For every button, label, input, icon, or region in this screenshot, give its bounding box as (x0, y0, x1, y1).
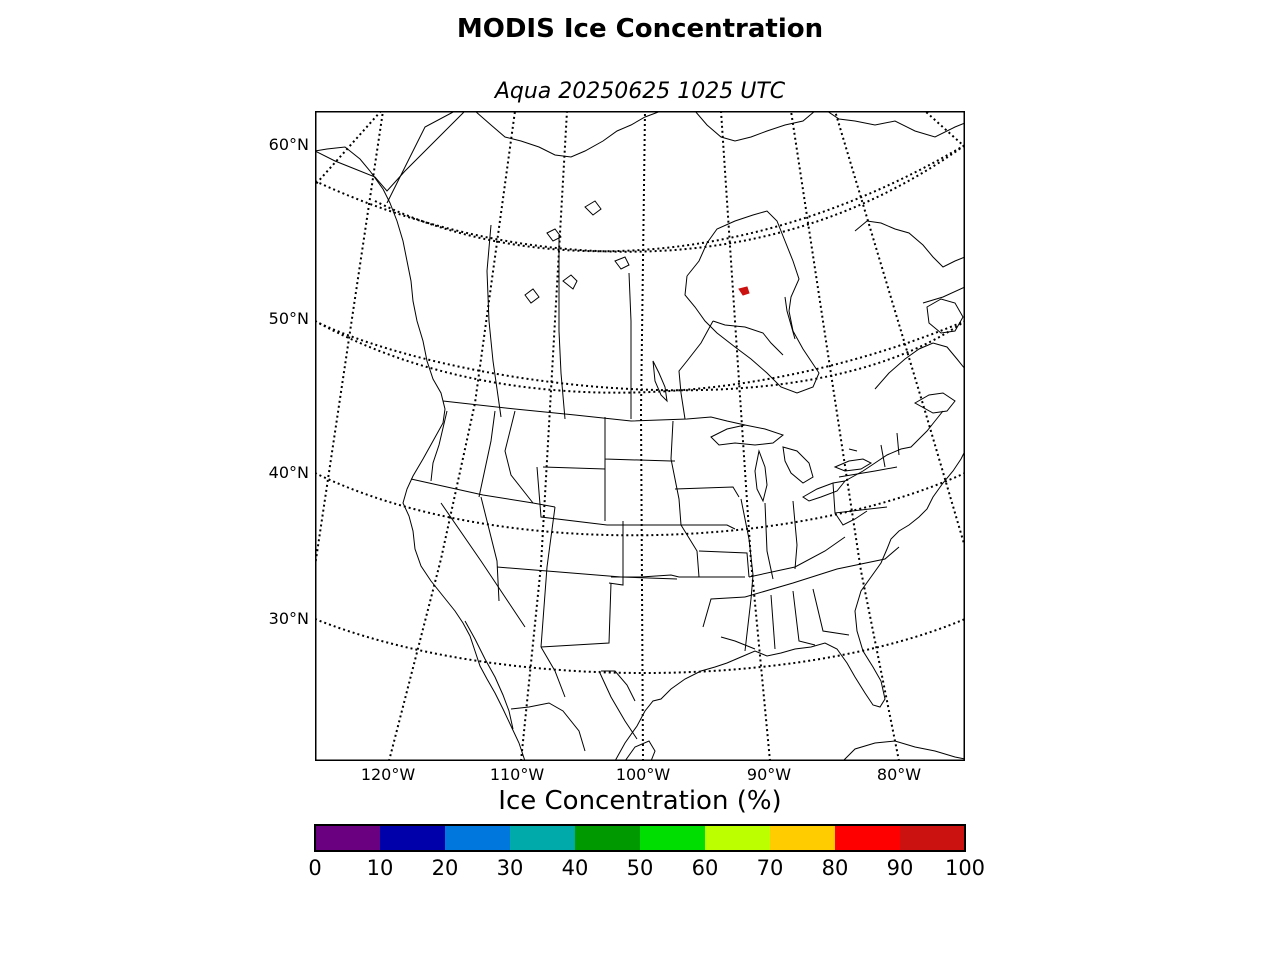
lon-label-80: 80°W (876, 765, 922, 784)
colorbar-segment (640, 825, 706, 851)
chart-subtitle: Aqua 20250625 1025 UTC (494, 79, 786, 104)
graticule-lat-60 (315, 144, 965, 253)
colorbar-tick-label: 30 (496, 856, 524, 880)
graticule-lon-120b (388, 111, 516, 761)
nova-scotia (913, 392, 956, 414)
arctic-islands (474, 111, 662, 158)
us-canada-border (442, 400, 746, 426)
lake-winnipeg (652, 360, 668, 403)
colorbar-tick-label: 0 (308, 856, 322, 880)
graticule-lon-80 (790, 111, 900, 761)
mexico-gulf-coast (614, 450, 965, 761)
graticule-lon-90 (720, 111, 771, 761)
map-panel (315, 111, 965, 761)
colorbar-segment (380, 825, 446, 851)
lon-label-90: 90°W (746, 765, 792, 784)
lat-label-30: 30°N (268, 609, 309, 628)
lake-michigan (754, 449, 768, 503)
coastline (315, 146, 526, 761)
lon-label-120: 120°W (360, 765, 416, 784)
colorbar-tick-label: 60 (691, 856, 719, 880)
colorbar-segment (900, 825, 966, 851)
colorbar-segment (315, 825, 381, 851)
colorbar-tick-label: 80 (821, 856, 849, 880)
lat-label-40: 40°N (268, 463, 309, 482)
colorbar-tick-label: 100 (944, 856, 986, 880)
yucatan (624, 740, 656, 761)
graticule-lon-110 (520, 111, 568, 761)
graticule-lat-55 (374, 144, 965, 253)
baja-coast (464, 620, 514, 730)
cuba (842, 740, 965, 761)
colorbar-frame (314, 824, 966, 852)
graticule-lon-100 (639, 111, 646, 761)
lat-label-60: 60°N (268, 135, 309, 154)
colorbar-title: Ice Concentration (%) (498, 786, 782, 816)
colorbar-segment (445, 825, 511, 851)
chart-title: MODIS Ice Concentration (456, 14, 824, 44)
colorbar-segment (575, 825, 641, 851)
colorbar (314, 824, 966, 852)
colorbar-segment (705, 825, 771, 851)
colorbar-segment (835, 825, 901, 851)
colorbar-segment (770, 825, 836, 851)
colorbar-tick-label: 20 (431, 856, 459, 880)
state-lines (430, 410, 448, 482)
graticule-lat-50 (315, 320, 965, 394)
lon-label-100: 100°W (615, 765, 671, 784)
colorbar-tick-label: 70 (756, 856, 784, 880)
colorbar-segment (510, 825, 576, 851)
colorbar-tick-label: 10 (366, 856, 394, 880)
lake-erie (802, 480, 847, 502)
graticule-lon-130 (315, 111, 382, 186)
labrador-coast (854, 220, 965, 268)
ice-patch (738, 286, 750, 296)
graticule-lat-45 (315, 320, 965, 392)
hudson-bay (684, 210, 820, 394)
newfoundland (926, 298, 964, 334)
colorbar-tick-label: 40 (561, 856, 589, 880)
graticule (315, 111, 965, 761)
lon-label-110: 110°W (489, 765, 545, 784)
graticule-lat-40 (315, 472, 965, 537)
lake-huron (782, 446, 814, 484)
colorbar-tick-label: 90 (886, 856, 914, 880)
lake-superior (710, 424, 785, 446)
james-bay (784, 296, 796, 340)
graticule-lon-60 (924, 111, 965, 148)
graticule-lon-120 (315, 111, 384, 567)
arctic-coast (315, 111, 466, 192)
province-line (386, 111, 456, 204)
gulf-st-lawrence (874, 342, 965, 390)
colorbar-tick-label: 50 (626, 856, 654, 880)
graticule-lon-70 (834, 111, 965, 548)
graticule-lat-30 (315, 618, 965, 674)
lat-label-50: 50°N (268, 309, 309, 328)
map-frame (315, 111, 965, 761)
